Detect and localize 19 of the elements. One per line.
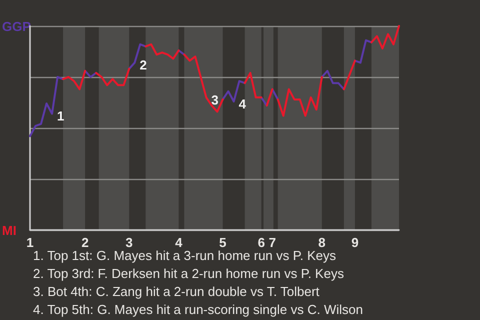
x-tick-label: 5 (219, 235, 226, 250)
x-tick-label: 9 (351, 235, 359, 250)
x-tick-label: 4 (175, 235, 184, 250)
text: 4. Top 5th: G. Mayes hit a run-scoring single vs C. Wilson (33, 302, 363, 317)
x-tick-label: 2 (81, 235, 89, 250)
text: GGP (2, 19, 32, 34)
text: 3. Bot 4th: C. Zang hit a 2-run double vs T. Tolbert (33, 284, 320, 299)
annotation: 3 (211, 92, 218, 108)
annotation: 1 (57, 108, 64, 124)
annotation: 4 (238, 96, 247, 112)
x-tick-label: 7 (268, 235, 276, 250)
x-tick-label: 6 (258, 235, 265, 250)
text: 1. Top 1st: G. Mayes hit a 3-run home run vs P. Keys (33, 248, 336, 263)
text: 2. Top 3rd: F. Derksen hit a 2-run home run vs P. Keys (33, 266, 344, 281)
x-tick-label: 3 (126, 235, 133, 250)
x-tick-label: 8 (318, 235, 326, 250)
text: MI (2, 223, 16, 238)
x-tick-label: 1 (26, 235, 34, 250)
annotation: 2 (140, 58, 147, 73)
